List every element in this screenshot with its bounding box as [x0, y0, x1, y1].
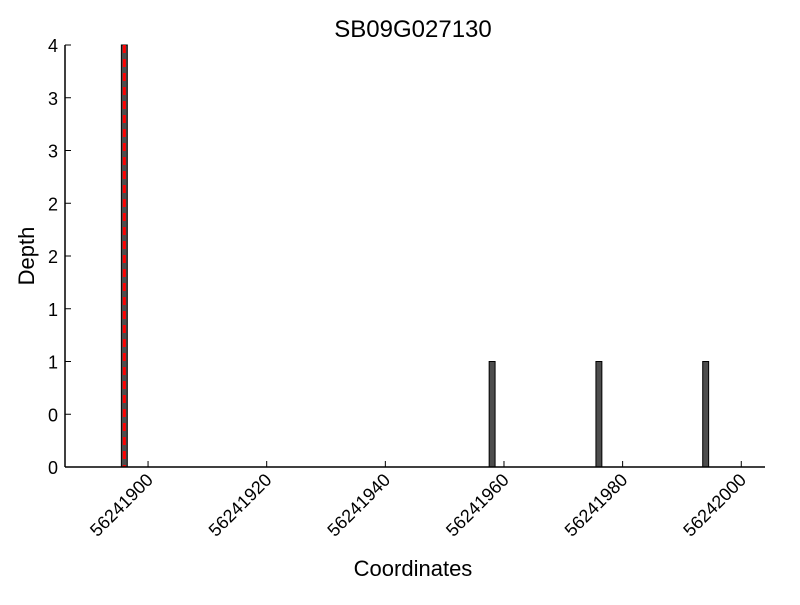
x-tick-label: 56242000 [679, 470, 750, 541]
y-tick-label: 1 [48, 300, 58, 320]
chart-title: SB09G027130 [334, 16, 491, 43]
y-tick-label: 2 [48, 194, 58, 214]
y-tick-label: 4 [48, 36, 58, 56]
y-tick-label: 3 [48, 142, 58, 162]
bar [488, 361, 496, 468]
x-tick-label: 56241900 [86, 470, 157, 541]
bar [702, 361, 710, 468]
x-tick-label: 56241980 [561, 470, 632, 541]
bar [595, 361, 603, 468]
y-axis-label: Depth [14, 227, 39, 286]
y-tick-label: 2 [48, 247, 58, 267]
y-tick-label: 0 [48, 458, 58, 478]
x-tick-label: 56241940 [323, 470, 394, 541]
y-tick-label: 1 [48, 353, 58, 373]
x-tick-label: 56241960 [442, 470, 513, 541]
y-tick-label: 3 [48, 89, 58, 109]
y-tick-label: 0 [48, 405, 58, 425]
x-tick-label: 56241920 [205, 470, 276, 541]
x-axis-label: Coordinates [354, 556, 473, 581]
